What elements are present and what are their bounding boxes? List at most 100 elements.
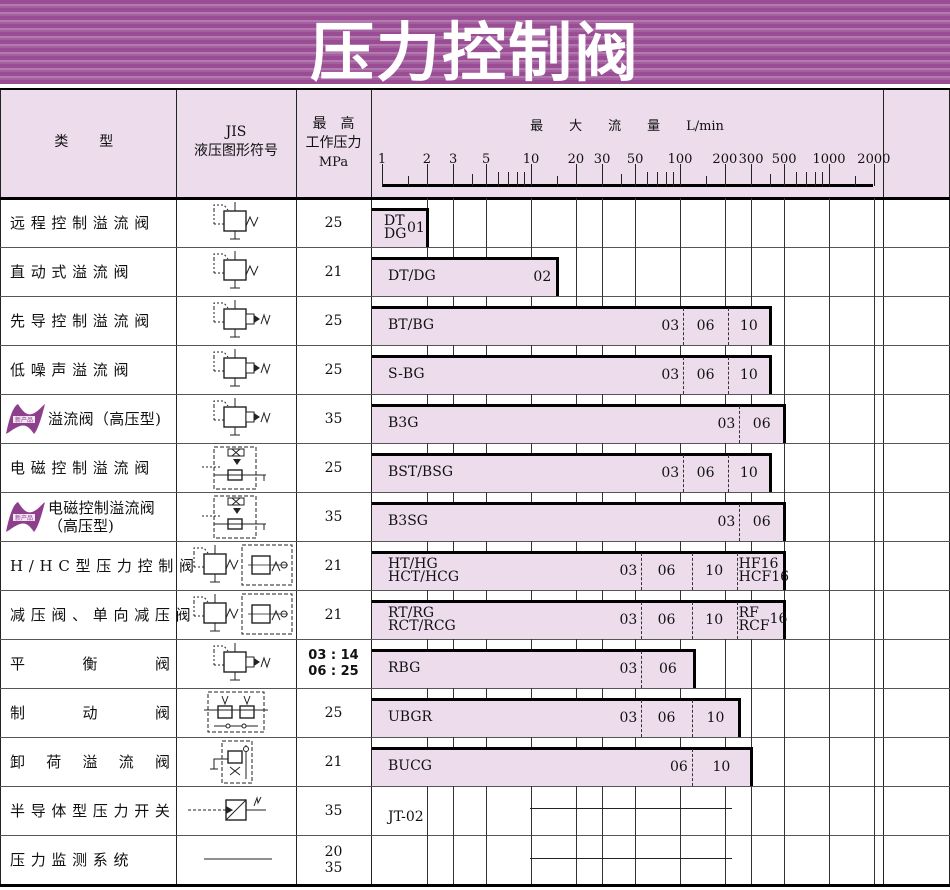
pressure-value: 25 (324, 361, 343, 378)
valve-type-label: 远程控制溢流阀 (10, 214, 155, 232)
axis-tick-label: 50 (626, 152, 644, 167)
new-product-logo: 新产品 (4, 402, 46, 436)
model-label: S-BG (388, 367, 425, 381)
valve-type-label: H/HC型压力控制阀 (10, 557, 200, 575)
axis-major-tick (784, 164, 786, 186)
pressure-value: 21 (324, 606, 343, 623)
type-cell: 远程控制溢流阀 (10, 198, 170, 247)
axis-tick-label: 10 (522, 152, 540, 167)
size-label: 06 (752, 513, 771, 530)
reference-line (530, 808, 732, 809)
axis-major-tick (680, 164, 681, 186)
axis-major-tick (829, 164, 830, 186)
header-jis-line1: JIS (225, 124, 247, 140)
model-label: HT/HG HCT/HCG (388, 557, 459, 584)
model-label: DT DG (384, 214, 407, 242)
size-label: 01 (407, 219, 425, 236)
axis-minor-tick (471, 174, 473, 186)
axis-line (382, 184, 873, 187)
pressure-value: 03 : 14 (308, 647, 359, 663)
column-divider (176, 88, 177, 884)
valve-type-label: 电磁控制溢流阀 (48, 498, 156, 517)
size-code: RCF (738, 617, 770, 634)
axis-major-tick (486, 164, 488, 186)
pressure-value: 06 : 25 (308, 663, 359, 679)
size-label: 03 (619, 660, 638, 677)
size-code: HF16 (738, 555, 779, 572)
type-cell: 卸荷溢流阀 (10, 737, 170, 786)
jis-symbol-solenoid-relief (178, 443, 294, 492)
axis-minor-tick (795, 172, 797, 186)
type-cell: 减压阀、单向减压阀 (10, 590, 191, 639)
type-cell: 电磁控制溢流阀 （高压型) (48, 492, 172, 541)
flow-bar (372, 502, 787, 541)
model-name: DG (384, 225, 407, 242)
model-label: B3SG (388, 514, 428, 528)
column-divider (296, 88, 297, 884)
axis-minor-tick (620, 174, 622, 186)
jis-symbol-solenoid-relief (178, 492, 294, 541)
jis-symbol-pilot-relief (178, 345, 294, 394)
gridline (602, 198, 604, 884)
table-top-border (0, 88, 950, 90)
gridline (784, 198, 786, 884)
axis-minor-tick (769, 174, 771, 186)
flow-bar (372, 257, 560, 296)
type-cell: 平衡阀 (10, 639, 170, 688)
header-type: 类 型 (54, 134, 122, 150)
gridline (724, 198, 726, 884)
axis-major-tick (635, 164, 637, 186)
jis-symbol-pilot-relief (178, 296, 294, 345)
flow-bar (372, 649, 697, 688)
jis-symbol-remote-relief (178, 198, 294, 247)
axis-major-tick (382, 164, 383, 186)
model-label: RBG (388, 661, 420, 675)
header-jis-line2: 液压图形符号 (194, 143, 278, 159)
svg-text:新产品: 新产品 (15, 514, 33, 522)
model-name: UBGR (388, 708, 433, 725)
jis-symbol-unloading (178, 737, 294, 786)
header-bottom-border (0, 197, 950, 200)
jis-symbol-pilot-relief (178, 394, 294, 443)
size-label: 06 (696, 366, 715, 383)
jis-symbol-plain-line (178, 835, 294, 884)
axis-major-tick (575, 164, 577, 186)
model-label: BST/BSG (388, 465, 453, 479)
size-label: 06 (669, 758, 688, 775)
size-divider (691, 602, 693, 639)
row-divider (0, 737, 950, 738)
size-divider (641, 553, 643, 590)
size-label: 02 (533, 268, 552, 285)
column-divider (883, 88, 884, 884)
flow-bar (372, 404, 787, 443)
row-divider (0, 394, 950, 395)
model-label: UBGR (388, 708, 433, 725)
valve-type-label: 低噪声溢流阀 (10, 361, 135, 379)
model-name: RT/RG (388, 604, 435, 621)
size-divider (683, 455, 685, 492)
axis-tick-label: 30 (593, 152, 611, 167)
model-label: BUCG (388, 759, 432, 773)
axis-major-tick (602, 164, 604, 186)
jis-symbol-reducing-pair (178, 590, 294, 639)
pressure-value: 20 (324, 843, 343, 860)
size-divider (691, 553, 693, 590)
gridline (575, 198, 577, 884)
column-divider (371, 88, 372, 884)
jis-symbol-remote-relief (178, 247, 294, 296)
model-label: RT/RG RCT/RCG (388, 604, 456, 634)
model-name: B3G (388, 414, 419, 431)
size-divider (683, 308, 685, 345)
axis-minor-tick (646, 172, 648, 186)
axis-minor-tick (665, 172, 667, 186)
model-name: DT/DG (388, 267, 436, 284)
axis-minor-tick (507, 172, 509, 186)
flow-bar (372, 698, 742, 737)
model-name: RCT/RCG (388, 617, 456, 634)
size-divider (728, 455, 729, 492)
axis-major-tick (453, 164, 455, 186)
max-pressure: 20 35 (296, 835, 371, 884)
max-pressure: 35 (296, 394, 371, 443)
header-pressure-line2: 工作压力 (305, 135, 362, 151)
pressure-value: 21 (324, 753, 343, 770)
